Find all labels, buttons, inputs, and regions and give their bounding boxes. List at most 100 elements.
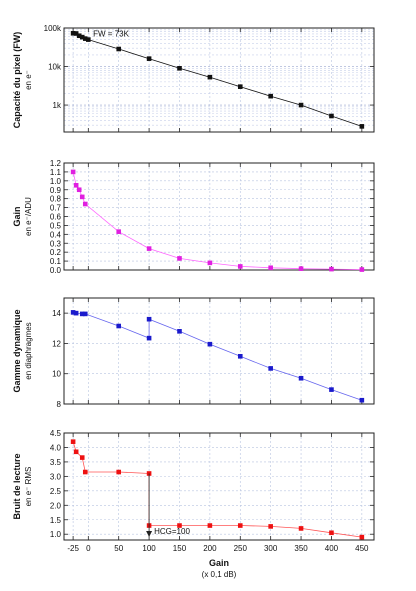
- y-tick-label: 3.0: [50, 472, 62, 481]
- data-point: [177, 65, 182, 71]
- x-tick-label: 0: [86, 544, 91, 553]
- data-point: [268, 524, 273, 529]
- plot-frame: [63, 432, 375, 541]
- data-point: [359, 267, 365, 272]
- y-tick-label: 0.5: [50, 221, 62, 230]
- data-point: [177, 256, 182, 261]
- series-line: [73, 32, 362, 127]
- x-tick-label: 350: [294, 544, 308, 553]
- data-point: [207, 341, 213, 347]
- data-point: [86, 37, 91, 42]
- data-point: [329, 266, 334, 272]
- data-point: [359, 397, 365, 403]
- data-point: [82, 469, 88, 475]
- data-point: [268, 93, 273, 99]
- y-tick-label: 1.1: [50, 168, 62, 177]
- y-tick-label: 8: [57, 400, 62, 409]
- y-tick-label: 1.2: [50, 159, 62, 168]
- y-tick-label: 4.0: [50, 443, 62, 452]
- plot-frame: [63, 162, 375, 271]
- y-tick-label: 1.5: [50, 516, 62, 525]
- data-point: [79, 34, 85, 40]
- y-tick-label: 0.2: [50, 248, 62, 257]
- x-tick-label: 200: [203, 544, 217, 553]
- data-point: [73, 310, 79, 316]
- x-tick-label: 450: [355, 544, 369, 553]
- y-axis-unit: en e⁻: [24, 70, 33, 90]
- annotation: FW = 73K: [93, 29, 129, 38]
- x-axis-unit: (x 0,1 dB): [202, 570, 237, 579]
- series-line: [73, 312, 362, 401]
- data-point: [298, 266, 304, 271]
- data-point: [70, 439, 76, 444]
- data-point: [268, 366, 273, 371]
- data-point: [237, 84, 243, 89]
- data-point: [79, 455, 85, 460]
- data-point: [359, 534, 365, 540]
- y-tick-label: 0.9: [50, 186, 62, 195]
- y-tick-label: 14: [52, 309, 61, 318]
- data-point: [70, 310, 76, 315]
- y-tick-label: 1.0: [50, 177, 62, 186]
- panel-1: 100k 10k 1k Capacité du pixel (FW) en e⁻ FW =…: [12, 24, 375, 133]
- y-tick-label: 3.5: [50, 458, 62, 467]
- y-tick-label: 1k: [53, 101, 62, 110]
- annotation-arrowhead: [146, 531, 153, 537]
- plot-frame: [63, 297, 375, 405]
- x-tick-label: -25: [67, 544, 79, 553]
- y-tick-label: 0.3: [50, 239, 62, 248]
- data-point: [146, 246, 152, 251]
- data-point: [329, 387, 334, 392]
- data-point: [76, 33, 82, 39]
- x-tick-label: 100: [142, 544, 156, 553]
- data-point: [82, 311, 88, 317]
- data-point: [79, 311, 85, 317]
- series-line: [72, 441, 362, 538]
- data-point: [237, 264, 243, 269]
- data-point: [76, 187, 82, 193]
- annotation: HCG=100: [154, 527, 190, 536]
- y-axis-title: Bruit de lecture: [12, 453, 22, 519]
- x-tick-label: 400: [325, 544, 339, 553]
- data-point: [177, 523, 182, 528]
- y-axis-title: Capacité du pixel (FW): [12, 32, 22, 129]
- x-tick-label: 150: [173, 544, 187, 553]
- data-point: [73, 449, 79, 455]
- data-point: [116, 323, 122, 329]
- series-line: [72, 171, 362, 270]
- data-point: [177, 329, 182, 334]
- data-point: [237, 354, 243, 359]
- y-tick-label: 0.1: [50, 257, 62, 266]
- y-tick-label: 2.5: [50, 487, 62, 496]
- y-tick-label: 0.4: [50, 230, 62, 239]
- y-axis-title: Gain: [12, 206, 22, 226]
- y-tick-label: 10k: [48, 63, 62, 72]
- data-point: [268, 265, 273, 271]
- x-tick-label: 50: [114, 544, 123, 553]
- y-axis-title: Gamme dynamique: [12, 309, 22, 392]
- data-point: [329, 530, 334, 536]
- y-tick-label: 2.0: [50, 501, 62, 510]
- data-point: [73, 182, 79, 188]
- y-tick-label: 4.5: [50, 429, 62, 438]
- x-tick-label: 250: [234, 544, 248, 553]
- data-point: [82, 201, 88, 207]
- y-tick-label: 100k: [44, 24, 62, 33]
- data-point: [237, 523, 243, 528]
- y-tick-label: 10: [52, 370, 61, 379]
- data-point: [116, 229, 122, 234]
- y-tick-label: 0.6: [50, 213, 62, 222]
- data-point: [207, 260, 213, 266]
- y-tick-label: 1.0: [50, 530, 62, 539]
- panel-3: 14 12 10 8 Gamme dynamique en diaphragmes: [12, 297, 375, 409]
- data-point: [116, 46, 122, 52]
- x-tick-label: 300: [264, 544, 278, 553]
- y-tick-label: 0.0: [50, 266, 62, 275]
- y-tick-label: 12: [52, 339, 61, 348]
- data-point: [298, 375, 304, 381]
- x-axis-title: Gain: [209, 558, 229, 568]
- data-point: [329, 113, 334, 119]
- y-axis-unit: en e⁻/ADU: [24, 197, 33, 236]
- data-point: [79, 194, 85, 200]
